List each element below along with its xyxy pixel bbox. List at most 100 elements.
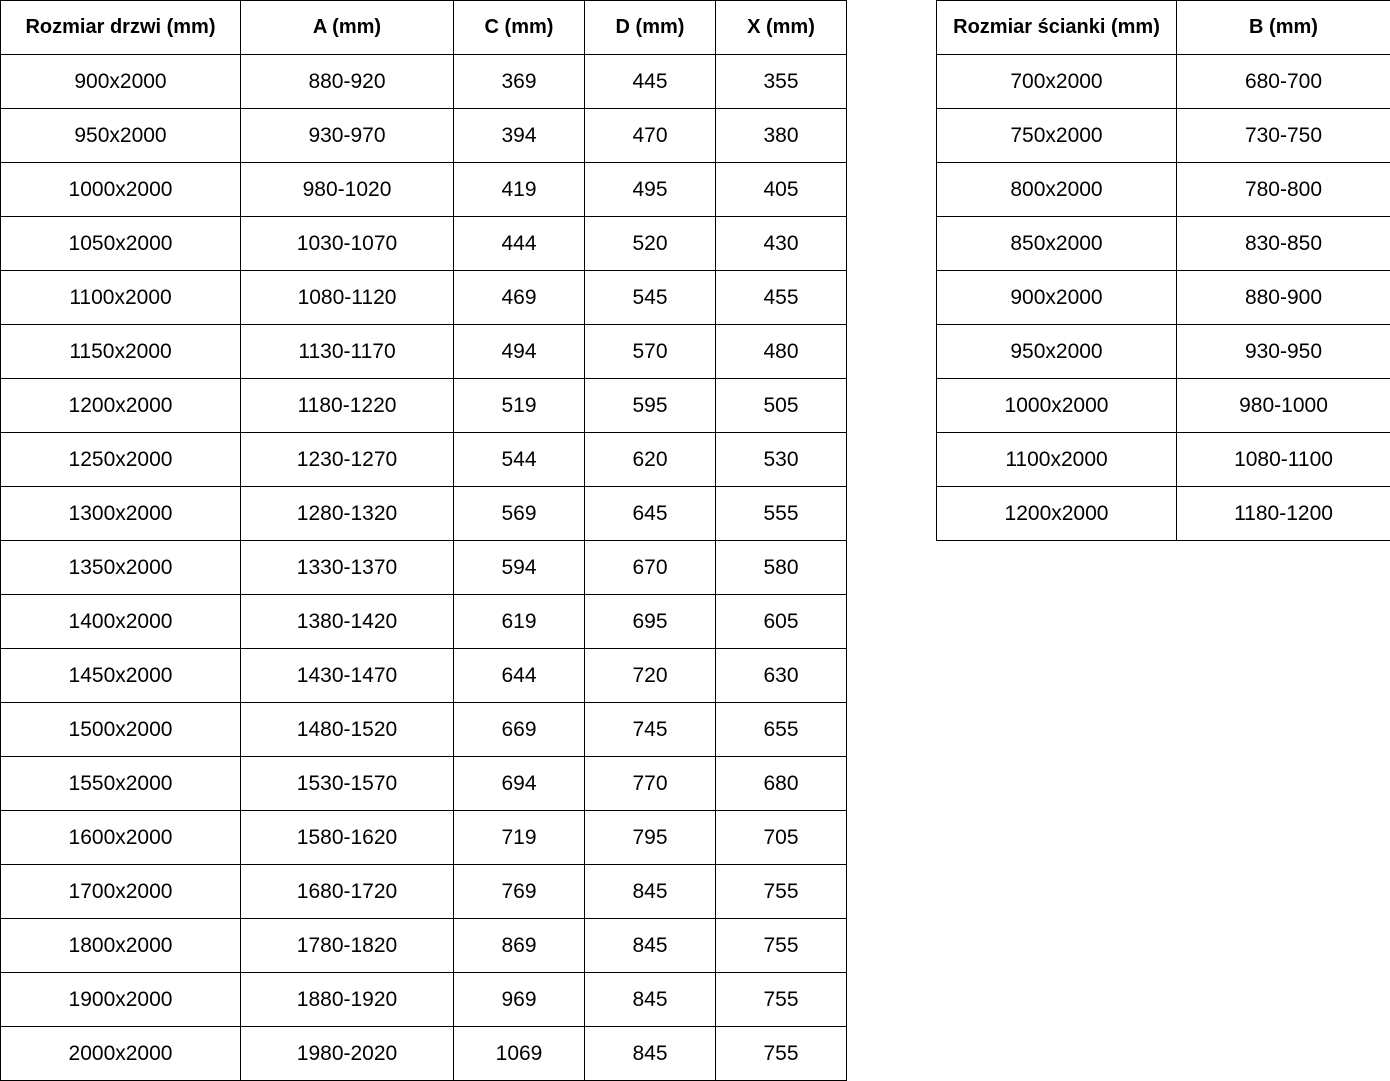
table-cell: 720 <box>584 648 716 703</box>
table-cell: 569 <box>453 486 585 541</box>
table-cell: 1130-1170 <box>240 324 454 379</box>
table-cell: 469 <box>453 270 585 325</box>
table-cell: 830-850 <box>1176 216 1390 271</box>
table-cell: 1500x2000 <box>0 702 241 757</box>
table-cell: 1030-1070 <box>240 216 454 271</box>
table-cell: 900x2000 <box>936 270 1177 325</box>
table-cell: 845 <box>584 1026 716 1081</box>
table-cell: 1780-1820 <box>240 918 454 973</box>
table-row: 1450x2000 1430-1470 644 720 630 <box>0 648 847 703</box>
table-cell: 670 <box>584 540 716 595</box>
table-cell: 1800x2000 <box>0 918 241 973</box>
table-cell: 1200x2000 <box>936 486 1177 541</box>
table-cell: 1600x2000 <box>0 810 241 865</box>
table-cell: 694 <box>453 756 585 811</box>
table-cell: 900x2000 <box>0 54 241 109</box>
table-cell: 430 <box>715 216 847 271</box>
table-cell: 594 <box>453 540 585 595</box>
column-header: Rozmiar drzwi (mm) <box>0 0 241 55</box>
table-cell: 1530-1570 <box>240 756 454 811</box>
table-row: 1000x2000 980-1020 419 495 405 <box>0 162 847 217</box>
column-header: B (mm) <box>1176 0 1390 55</box>
table-row: 1350x2000 1330-1370 594 670 580 <box>0 540 847 595</box>
table-cell: 980-1020 <box>240 162 454 217</box>
table-cell: 1480-1520 <box>240 702 454 757</box>
table-cell: 780-800 <box>1176 162 1390 217</box>
table-cell: 880-900 <box>1176 270 1390 325</box>
table-row: 1550x2000 1530-1570 694 770 680 <box>0 756 847 811</box>
table-cell: 1000x2000 <box>0 162 241 217</box>
table-cell: 930-970 <box>240 108 454 163</box>
table-cell: 1250x2000 <box>0 432 241 487</box>
table-cell: 445 <box>584 54 716 109</box>
table-row: 1200x2000 1180-1200 <box>936 486 1390 541</box>
table-cell: 470 <box>584 108 716 163</box>
table-row: 1800x2000 1780-1820 869 845 755 <box>0 918 847 973</box>
table-cell: 555 <box>715 486 847 541</box>
table-row: 1050x2000 1030-1070 444 520 430 <box>0 216 847 271</box>
table-cell: 1050x2000 <box>0 216 241 271</box>
table-row: 900x2000 880-900 <box>936 270 1390 325</box>
table-cell: 930-950 <box>1176 324 1390 379</box>
table-cell: 969 <box>453 972 585 1027</box>
table-cell: 680-700 <box>1176 54 1390 109</box>
table-cell: 1550x2000 <box>0 756 241 811</box>
table-row: 1100x2000 1080-1100 <box>936 432 1390 487</box>
table-row: 1400x2000 1380-1420 619 695 605 <box>0 594 847 649</box>
table-cell: 1700x2000 <box>0 864 241 919</box>
table-cell: 355 <box>715 54 847 109</box>
table-row: 700x2000 680-700 <box>936 54 1390 109</box>
header-row: Rozmiar drzwi (mm) A (mm) C (mm) D (mm) X (m… <box>0 0 847 55</box>
table-row: 750x2000 730-750 <box>936 108 1390 163</box>
table-cell: 950x2000 <box>0 108 241 163</box>
table-cell: 845 <box>584 918 716 973</box>
table-cell: 1330-1370 <box>240 540 454 595</box>
table-row: 850x2000 830-850 <box>936 216 1390 271</box>
table-cell: 1350x2000 <box>0 540 241 595</box>
table-cell: 1300x2000 <box>0 486 241 541</box>
table-cell: 655 <box>715 702 847 757</box>
table-cell: 1180-1200 <box>1176 486 1390 541</box>
table-cell: 1180-1220 <box>240 378 454 433</box>
table-cell: 394 <box>453 108 585 163</box>
table-cell: 530 <box>715 432 847 487</box>
table-cell: 419 <box>453 162 585 217</box>
table-cell: 544 <box>453 432 585 487</box>
table-cell: 494 <box>453 324 585 379</box>
column-header: Rozmiar ścianki (mm) <box>936 0 1177 55</box>
table-row: 800x2000 780-800 <box>936 162 1390 217</box>
table-cell: 480 <box>715 324 847 379</box>
table-cell: 770 <box>584 756 716 811</box>
table-cell: 519 <box>453 378 585 433</box>
table-cell: 619 <box>453 594 585 649</box>
column-header: X (mm) <box>715 0 847 55</box>
table-cell: 645 <box>584 486 716 541</box>
table-cell: 620 <box>584 432 716 487</box>
table-cell: 1080-1120 <box>240 270 454 325</box>
table-cell: 869 <box>453 918 585 973</box>
table-cell: 520 <box>584 216 716 271</box>
table-cell: 2000x2000 <box>0 1026 241 1081</box>
table-row: 950x2000 930-950 <box>936 324 1390 379</box>
table-cell: 795 <box>584 810 716 865</box>
table-cell: 369 <box>453 54 585 109</box>
table-cell: 1980-2020 <box>240 1026 454 1081</box>
table-row: 1600x2000 1580-1620 719 795 705 <box>0 810 847 865</box>
table-row: 1000x2000 980-1000 <box>936 378 1390 433</box>
table-cell: 1150x2000 <box>0 324 241 379</box>
table-cell: 630 <box>715 648 847 703</box>
table-cell: 1450x2000 <box>0 648 241 703</box>
table-cell: 644 <box>453 648 585 703</box>
table-cell: 950x2000 <box>936 324 1177 379</box>
wall-size-table: Rozmiar ścianki (mm) B (mm) 700x2000 680-7… <box>936 0 1390 541</box>
table-row: 2000x2000 1980-2020 1069 845 755 <box>0 1026 847 1081</box>
table-row: 1900x2000 1880-1920 969 845 755 <box>0 972 847 1027</box>
table-cell: 1100x2000 <box>0 270 241 325</box>
table-cell: 1280-1320 <box>240 486 454 541</box>
table-cell: 1580-1620 <box>240 810 454 865</box>
column-header: A (mm) <box>240 0 454 55</box>
table-row: 1200x2000 1180-1220 519 595 505 <box>0 378 847 433</box>
table-cell: 845 <box>584 972 716 1027</box>
table-cell: 730-750 <box>1176 108 1390 163</box>
table-cell: 570 <box>584 324 716 379</box>
